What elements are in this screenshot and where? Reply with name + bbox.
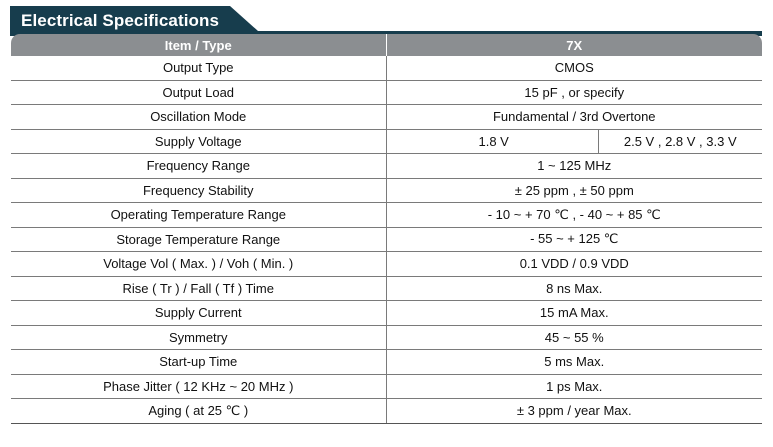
section-banner: Electrical Specifications	[10, 6, 762, 36]
spec-item: Operating Temperature Range	[11, 202, 386, 228]
spec-item: Supply Current	[11, 300, 386, 326]
spec-value: - 55 ~ + 125 ℃	[385, 227, 762, 252]
spec-item: Supply Voltage	[11, 129, 386, 154]
table-row: Frequency Range 1 ~ 125 MHz	[11, 153, 762, 179]
spec-item: Phase Jitter ( 12 KHz ~ 20 MHz )	[11, 374, 386, 399]
table-row: Oscillation Mode Fundamental / 3rd Overto…	[11, 104, 762, 130]
spec-item: Output Load	[11, 80, 386, 105]
spec-item: Rise ( Tr ) / Fall ( Tf ) Time	[11, 276, 386, 301]
spec-item: Frequency Stability	[11, 178, 386, 203]
spec-item: Oscillation Mode	[11, 104, 386, 130]
spec-value: 5 ms Max.	[385, 349, 762, 375]
spec-item: Aging ( at 25 ℃ )	[11, 398, 386, 424]
spec-value: 1 ps Max.	[385, 374, 762, 399]
spec-item: Output Type	[11, 56, 386, 81]
spec-value: ± 3 ppm / year Max.	[385, 398, 762, 424]
spec-value: Fundamental / 3rd Overtone	[385, 104, 762, 130]
section-title: Electrical Specifications	[21, 11, 220, 30]
table-row: Frequency Stability ± 25 ppm , ± 50 ppm	[11, 178, 762, 203]
table-row: Voltage Vol ( Max. ) / Voh ( Min. ) 0.1 V…	[11, 251, 762, 277]
table-row: Supply Voltage 1.8 V 2.5 V , 2.8 V , 3.3 V	[11, 129, 762, 154]
table-row: Output Type CMOS	[11, 56, 762, 81]
table-row: Storage Temperature Range - 55 ~ + 125 ℃	[11, 227, 762, 252]
electrical-specifications-table: Item / Type 7X Output Type CMOS Output Loa…	[11, 34, 762, 424]
table-row: Phase Jitter ( 12 KHz ~ 20 MHz ) 1 ps Max…	[11, 374, 762, 399]
spec-value: 0.1 VDD / 0.9 VDD	[385, 251, 762, 277]
spec-value: 15 mA Max.	[385, 300, 762, 326]
table-header-row: Item / Type 7X	[11, 34, 762, 56]
column-header-item-type: Item / Type	[11, 34, 386, 56]
table-row: Operating Temperature Range - 10 ~ + 70 ℃…	[11, 202, 762, 228]
spec-value: 15 pF , or specify	[385, 80, 762, 105]
spec-value: 1 ~ 125 MHz	[385, 153, 762, 179]
table-row: Symmetry 45 ~ 55 %	[11, 325, 762, 350]
table-row: Start-up Time 5 ms Max.	[11, 349, 762, 375]
spec-item: Start-up Time	[11, 349, 386, 375]
spec-item: Frequency Range	[11, 153, 386, 179]
spec-item: Symmetry	[11, 325, 386, 350]
spec-value: 1.8 V	[385, 129, 598, 154]
spec-value: CMOS	[385, 56, 762, 81]
spec-value: 8 ns Max.	[385, 276, 762, 301]
column-header-model: 7X	[385, 34, 762, 56]
spec-item: Storage Temperature Range	[11, 227, 386, 252]
banner-shape	[10, 6, 762, 36]
table-row: Output Load 15 pF , or specify	[11, 80, 762, 105]
table-row: Aging ( at 25 ℃ ) ± 3 ppm / year Max.	[11, 398, 762, 424]
spec-value: - 10 ~ + 70 ℃ , - 40 ~ + 85 ℃	[385, 202, 762, 228]
spec-value: 45 ~ 55 %	[385, 325, 762, 350]
table-row: Supply Current 15 mA Max.	[11, 300, 762, 326]
spec-value: 2.5 V , 2.8 V , 3.3 V	[597, 129, 762, 154]
spec-value: ± 25 ppm , ± 50 ppm	[385, 178, 762, 203]
table-row: Rise ( Tr ) / Fall ( Tf ) Time 8 ns Max.	[11, 276, 762, 301]
spec-item: Voltage Vol ( Max. ) / Voh ( Min. )	[11, 251, 386, 277]
